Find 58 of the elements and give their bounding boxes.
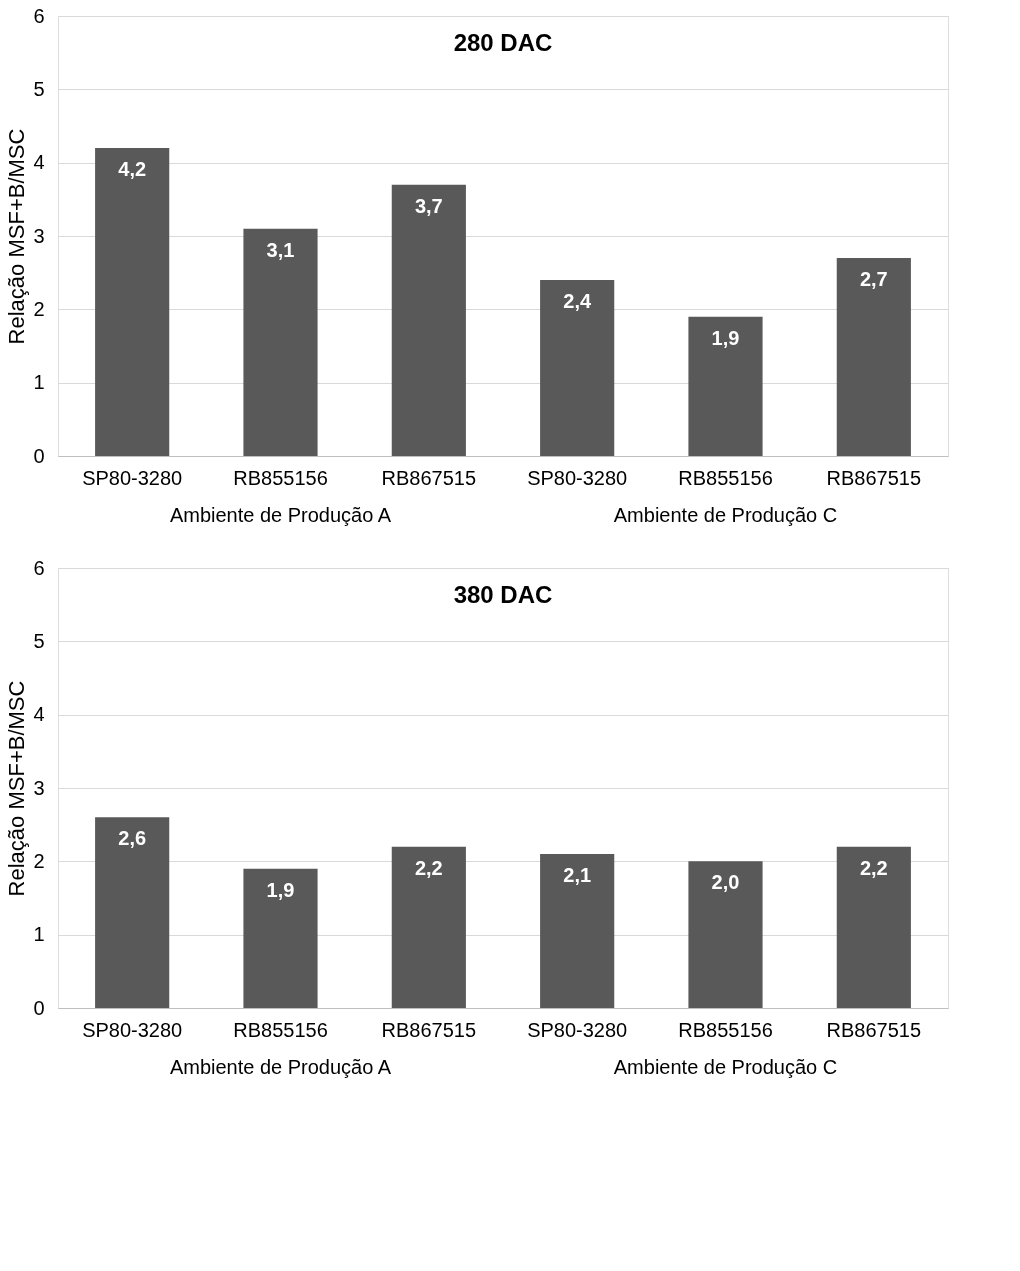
x-tick-label: SP80-3280 [527, 1018, 628, 1041]
y-tick-label: 2 [33, 297, 45, 320]
bar [243, 228, 318, 456]
data-label: 2,2 [859, 856, 888, 879]
data-label: 2,7 [859, 268, 888, 290]
text: 380 DAC [453, 581, 553, 608]
data-label: 3,7 [414, 194, 443, 217]
y-tick-label: 0 [33, 444, 45, 467]
data-label: 2,2 [414, 856, 443, 879]
y-tick-label: 5 [33, 629, 45, 652]
bar [836, 258, 911, 456]
x-tick-label: RB867515 [381, 466, 477, 489]
bar [95, 148, 170, 456]
y-tick-label: 2 [33, 849, 45, 872]
y-tick-label: 4 [33, 703, 45, 726]
data-label: 1,9 [711, 326, 740, 349]
bar [540, 854, 615, 1008]
bar [836, 846, 911, 1008]
x-tick-label: RB855156 [678, 466, 773, 489]
y-tick-label: 1 [33, 923, 45, 946]
y-axis-title: Relação MSF+B/MSC [4, 128, 30, 345]
y-tick-label: 1 [33, 371, 45, 394]
text: Ambiente de Produção C [613, 1056, 838, 1078]
bar [243, 868, 318, 1008]
bar [95, 817, 170, 1008]
data-label: 1,9 [266, 878, 295, 901]
data-label: 2,0 [711, 871, 740, 894]
bar [688, 861, 763, 1008]
x-tick-label: SP80-3280 [82, 466, 183, 489]
x-tick-label: SP80-3280 [527, 466, 628, 489]
x-tick-label: RB867515 [826, 1018, 922, 1041]
text: 280 DAC [453, 29, 553, 56]
text: Ambiente de Produção A [169, 504, 392, 526]
y-tick-label: 3 [33, 224, 45, 247]
x-tick-label: RB855156 [233, 466, 328, 489]
y-tick-label: 6 [33, 4, 45, 27]
data-label: 2,6 [118, 827, 147, 850]
data-label: 2,1 [563, 864, 592, 886]
y-tick-label: 6 [33, 556, 45, 579]
y-tick-label: 4 [33, 151, 45, 174]
x-tick-label: RB855156 [233, 1018, 328, 1041]
y-tick-label: 3 [33, 776, 45, 799]
text: Ambiente de Produção C [613, 504, 838, 526]
data-label: 2,4 [563, 290, 592, 312]
x-tick-label: RB867515 [381, 1018, 477, 1041]
x-tick-label: RB867515 [826, 466, 922, 489]
bar [540, 280, 615, 456]
bar [391, 184, 466, 456]
data-label: 3,1 [266, 238, 295, 261]
bar [688, 316, 763, 456]
y-axis-title: Relação MSF+B/MSC [4, 680, 30, 897]
y-tick-label: 0 [33, 996, 45, 1019]
data-label: 4,2 [118, 158, 147, 180]
text: Ambiente de Produção A [169, 1056, 392, 1078]
x-tick-label: RB855156 [678, 1018, 773, 1041]
y-tick-label: 5 [33, 77, 45, 100]
bar [391, 846, 466, 1008]
x-tick-label: SP80-3280 [82, 1018, 183, 1041]
